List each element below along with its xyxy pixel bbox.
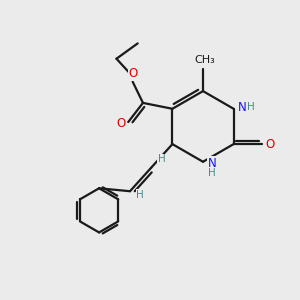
Text: O: O [129, 67, 138, 80]
Text: H: H [158, 154, 165, 164]
Text: H: H [208, 168, 216, 178]
Text: N: N [208, 157, 216, 170]
Text: H: H [136, 190, 144, 200]
Text: H: H [247, 102, 254, 112]
Text: CH₃: CH₃ [194, 55, 215, 64]
Text: N: N [238, 101, 247, 114]
Text: O: O [116, 117, 125, 130]
Text: O: O [265, 138, 274, 151]
